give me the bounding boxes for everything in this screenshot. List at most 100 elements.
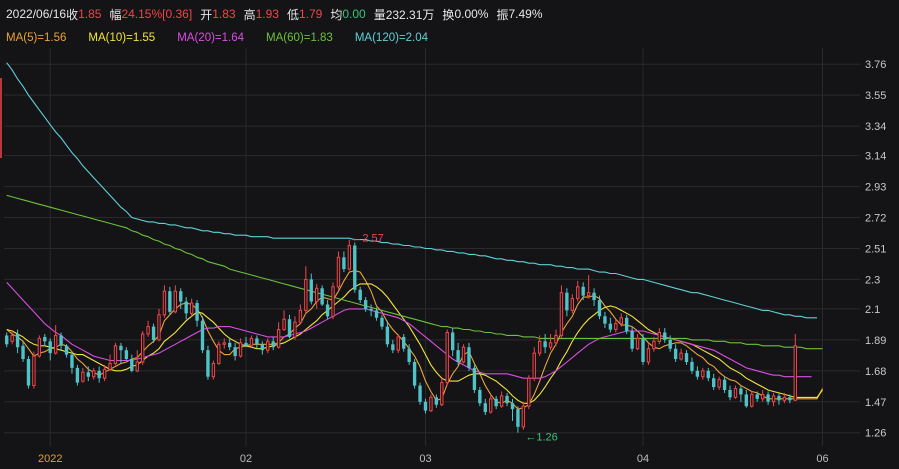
candle-body-down [325, 304, 330, 317]
candle-body-down [668, 339, 672, 349]
candle-body-down [353, 245, 357, 290]
turnover-label: 换 [442, 7, 455, 22]
candle-body-up [102, 368, 107, 379]
y-tick-label: 1.89 [865, 335, 886, 347]
candle-body-down [5, 335, 9, 345]
candle-body-up [108, 362, 112, 370]
candle-body-up [657, 331, 662, 342]
candle-body-down [673, 348, 678, 360]
candle-body-down [15, 333, 20, 348]
candle-body-up [304, 278, 308, 311]
candle-body-down [690, 361, 694, 371]
candle-body-down [766, 394, 770, 402]
candle-body-up [282, 318, 286, 331]
legend-ma120: MA(120)=2.04 [354, 32, 429, 44]
volume-value: 232.31万 [385, 7, 435, 22]
x-tick-label: 06 [816, 453, 828, 465]
candle-body-down [271, 341, 275, 348]
candle-body-up [336, 256, 341, 288]
y-tick-label: 2.93 [865, 182, 886, 194]
candle-body-up [559, 292, 564, 336]
candle-body-down [423, 401, 428, 411]
candle-body-down [75, 367, 80, 383]
candle-body-up [140, 333, 145, 363]
candle-body-up [499, 395, 504, 407]
candle-body-down [179, 291, 183, 302]
candle-body-up [249, 337, 254, 347]
candle-body-down [592, 292, 596, 301]
candle-body-down [86, 372, 90, 377]
candle-body-up [635, 337, 640, 350]
open-label: 开 [200, 7, 213, 22]
candlestick-chart[interactable]: 3.76 3.55 3.34 3.14 2.93 2.72 2.51 2.3 2.1 1.89 1.… [0, 48, 899, 469]
candle-body-up [733, 388, 738, 398]
candle-body-up [189, 302, 194, 314]
y-tick-label: 2.51 [865, 243, 886, 255]
candle-body-down [510, 403, 515, 410]
candle-body-down [59, 335, 63, 346]
candle-body-down [494, 398, 498, 407]
candle-body-down [97, 370, 101, 379]
candle-body-up [782, 396, 787, 401]
candle-body-down [320, 288, 324, 305]
candle-body-down [450, 332, 455, 351]
candle-body-down [603, 316, 607, 324]
candle-body-up [619, 317, 623, 325]
low-value: 1.79 [298, 7, 323, 21]
candle-body-down [184, 301, 188, 314]
candle-body-down [543, 341, 547, 348]
candle-body-down [722, 379, 727, 390]
candle-body-down [581, 286, 585, 296]
candle-body-up [701, 370, 705, 378]
y-tick-label: 2.72 [865, 213, 886, 225]
moving-average-legend: MA(5)=1.56 MA(10)=1.55 MA(20)=1.64 MA(60… [0, 28, 899, 48]
candle-body-up [217, 343, 221, 364]
candle-body-up [222, 342, 226, 345]
candle-body-down [309, 279, 313, 302]
candle-body-up [750, 393, 754, 407]
candle-body-up [396, 336, 400, 351]
candle-body-down [130, 359, 134, 371]
candle-body-down [374, 310, 379, 318]
candle-body-down [472, 367, 477, 390]
amplitude-label: 振 [496, 7, 509, 22]
candle-body-down [124, 350, 129, 360]
quote-date: 2022/06/16 [6, 7, 67, 21]
candle-body-down [788, 397, 792, 401]
candle-body-down [706, 370, 710, 379]
candle-body-down [565, 292, 569, 311]
candle-body-up [771, 395, 776, 403]
high-value: 1.93 [255, 7, 279, 21]
candle-body-down [26, 359, 31, 386]
candle-body-up [315, 287, 319, 303]
candle-body-down [641, 338, 645, 362]
candle-body-down [70, 354, 74, 368]
avg-label: 均 [330, 7, 343, 22]
candle-body-down [64, 345, 69, 355]
candle-body-down [342, 257, 346, 270]
turnover-value: 0.00% [454, 7, 489, 21]
open-value: 1.83 [212, 7, 236, 21]
candle-body-down [200, 320, 205, 351]
candle-body-up [554, 334, 558, 344]
low-label: 低 [286, 7, 299, 22]
candle-body-up [793, 345, 797, 401]
close-label: 收 [66, 7, 79, 22]
candle-body-down [260, 344, 265, 351]
candle-body-down [412, 361, 417, 386]
x-tick-label: 04 [637, 453, 649, 465]
candle-body-down [119, 345, 123, 351]
candle-body-down [684, 353, 689, 362]
candle-body-down [505, 395, 509, 404]
candle-body-up [81, 371, 85, 382]
candle-body-down [206, 350, 210, 377]
y-tick-label: 3.14 [865, 151, 886, 163]
candle-body-up [461, 346, 466, 363]
candle-body-down [456, 350, 460, 362]
candle-body-up [537, 340, 542, 354]
candle-body-down [695, 370, 700, 377]
candle-body-down [663, 332, 667, 340]
candle-body-up [489, 398, 493, 413]
candle-body-up [548, 342, 553, 348]
candle-body-down [728, 389, 732, 398]
